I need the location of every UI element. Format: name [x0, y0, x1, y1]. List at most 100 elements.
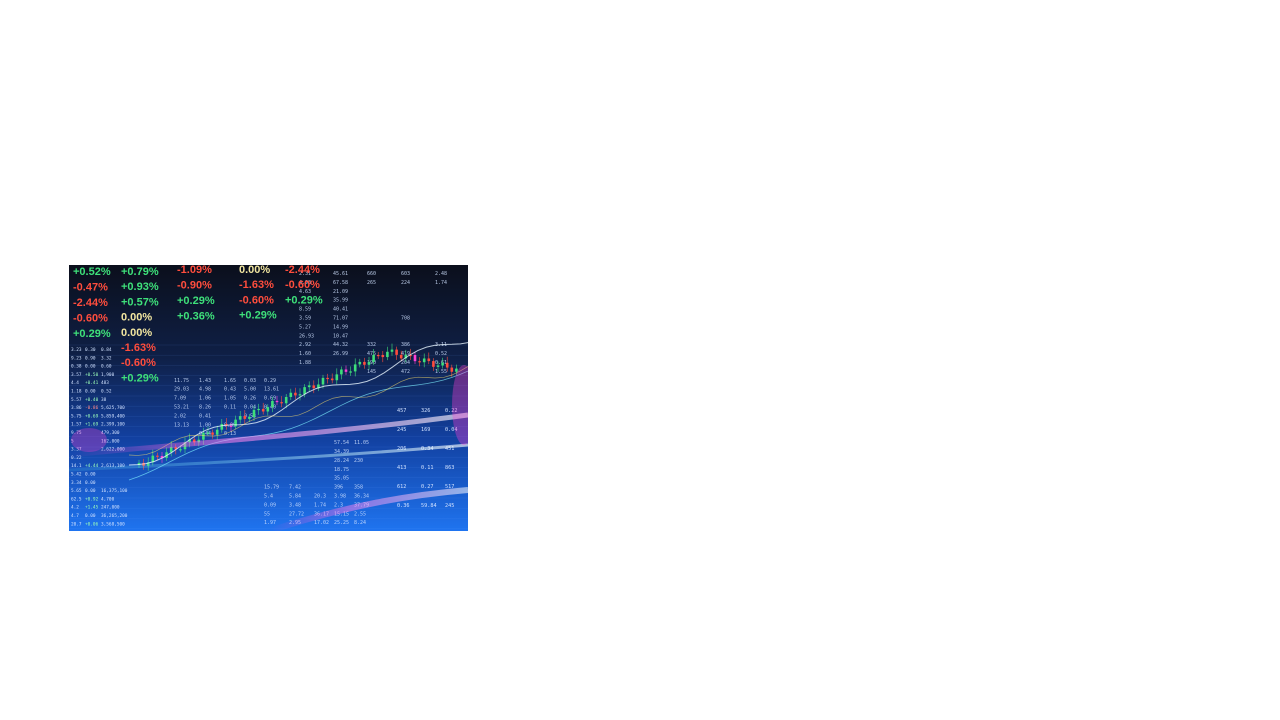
table-cell: 8.26: [199, 405, 211, 411]
table-cell: 26.99: [333, 351, 348, 357]
side-table-cell: 3.37: [71, 447, 82, 453]
trend-line: [128, 370, 468, 481]
side-table-cell: 3,568,500: [101, 521, 125, 527]
candle-body: [289, 392, 293, 398]
side-table-cell: 0.30: [85, 347, 96, 353]
table-cell: 3.48: [289, 502, 301, 508]
stock-market-screen-image: 3.23 0.30 0.84 9.23 0.90 3.32 0.38 0.00 0.60 3.57…: [69, 265, 468, 531]
side-table-cell: 9.23: [71, 355, 82, 361]
side-table-cell: 483: [101, 380, 109, 386]
side-table-cell: +0.50: [85, 372, 99, 378]
table-cell: 1.88: [299, 360, 311, 366]
candle-body: [188, 439, 191, 443]
ticker-value: +0.29%: [73, 328, 111, 340]
candle-body: [284, 397, 288, 404]
table-cell: 0.11: [224, 405, 236, 411]
light-streak: [268, 487, 468, 531]
candle-body: [317, 384, 320, 389]
side-table-cell: +0.40: [85, 397, 99, 403]
candle-body: [413, 354, 417, 362]
candle-body: [445, 362, 449, 368]
candle-body: [252, 409, 256, 417]
table-cell: 67.58: [333, 280, 348, 286]
table-cell: 3.98: [334, 494, 346, 500]
ticker-value: -2.44%: [285, 265, 320, 276]
side-table-cell: -0.86: [85, 405, 99, 411]
table-cell: 660: [367, 271, 376, 277]
table-cell: 169: [421, 427, 430, 433]
table-cell: 245: [445, 503, 454, 509]
table-cell: 15.15: [334, 511, 349, 517]
ticker-value: +0.29%: [285, 294, 323, 306]
table-cell: 57.54: [334, 440, 349, 446]
candle-body: [243, 416, 247, 419]
candle-body: [432, 361, 435, 367]
table-cell: 265: [367, 280, 376, 286]
table-cell: 4.63: [299, 289, 311, 295]
ticker-value: -2.44%: [73, 297, 108, 309]
table-cell: 190: [367, 360, 376, 366]
table-cell: 2.92: [299, 342, 311, 348]
candle-body: [335, 374, 339, 381]
side-table-cell: 5.65: [71, 488, 82, 494]
candle-body: [321, 377, 325, 385]
candle-body: [372, 354, 375, 362]
ticker-value: 0.00%: [121, 327, 152, 339]
table-cell: 0.29: [264, 378, 276, 384]
table-cell: 0.40: [264, 405, 276, 411]
side-table-cell: 0.84: [101, 347, 112, 353]
table-cell: 34.39: [334, 449, 349, 455]
ticker-value: -0.60%: [285, 279, 320, 291]
side-table-cell: 5.75: [71, 413, 82, 419]
ticker-value: -0.60%: [239, 294, 274, 306]
side-table-cell: 0.52: [101, 389, 112, 395]
table-cell: 35.05: [334, 476, 349, 482]
candle-body: [160, 456, 164, 458]
candle-body: [174, 447, 178, 450]
table-cell: 204: [401, 360, 410, 366]
ticker-value: -0.47%: [73, 282, 108, 294]
side-table-cell: 0.22: [71, 455, 82, 461]
table-cell: 413: [397, 465, 406, 471]
table-cell: 245: [397, 427, 406, 433]
table-cell: 40.41: [333, 307, 348, 313]
light-streak: [69, 443, 468, 472]
table-cell: 59.84: [421, 503, 437, 509]
side-table-cell: 0.60: [101, 364, 112, 370]
light-streak: [69, 412, 468, 458]
table-cell: 0.69: [264, 396, 276, 402]
table-cell: 2.3: [334, 502, 343, 508]
table-cell: 55: [264, 511, 270, 517]
ticker-value: 0.00%: [239, 265, 270, 276]
table-cell: 2.55: [354, 511, 366, 517]
table-cell: 451: [445, 446, 454, 452]
candle-body: [344, 369, 348, 372]
table-cell: 0.44: [199, 431, 211, 437]
candle-body: [422, 358, 426, 363]
side-table-cell: 0.00: [85, 389, 96, 395]
side-table-cell: 0.00: [85, 513, 96, 519]
candle-body: [146, 462, 150, 466]
candle-body: [367, 361, 371, 365]
candle-body: [381, 354, 385, 358]
table-cell: 5.84: [289, 494, 301, 500]
table-cell: 13.13: [174, 422, 189, 428]
candle-body: [229, 425, 233, 427]
ticker-value: -0.60%: [121, 357, 156, 369]
candle-body: [418, 361, 421, 363]
table-cell: 863: [445, 465, 454, 471]
side-table-cell: 36,265,200: [101, 513, 128, 519]
side-table-cell: 1.18: [71, 389, 82, 395]
table-cell: 17.02: [314, 520, 329, 526]
table-cell: 8.24: [354, 520, 366, 526]
table-cell: 28.24: [334, 458, 349, 464]
table-cell: 708: [401, 316, 410, 322]
side-table-cell: 16,375,100: [101, 488, 128, 494]
ticker-value: -0.60%: [73, 313, 108, 325]
table-cell: 0.03: [244, 378, 256, 384]
side-table-cell: 2,613,100: [101, 463, 125, 469]
candle-body: [257, 408, 260, 411]
image-background: [69, 265, 468, 531]
candle-body: [248, 416, 251, 419]
table-cell: 29.03: [174, 387, 189, 393]
